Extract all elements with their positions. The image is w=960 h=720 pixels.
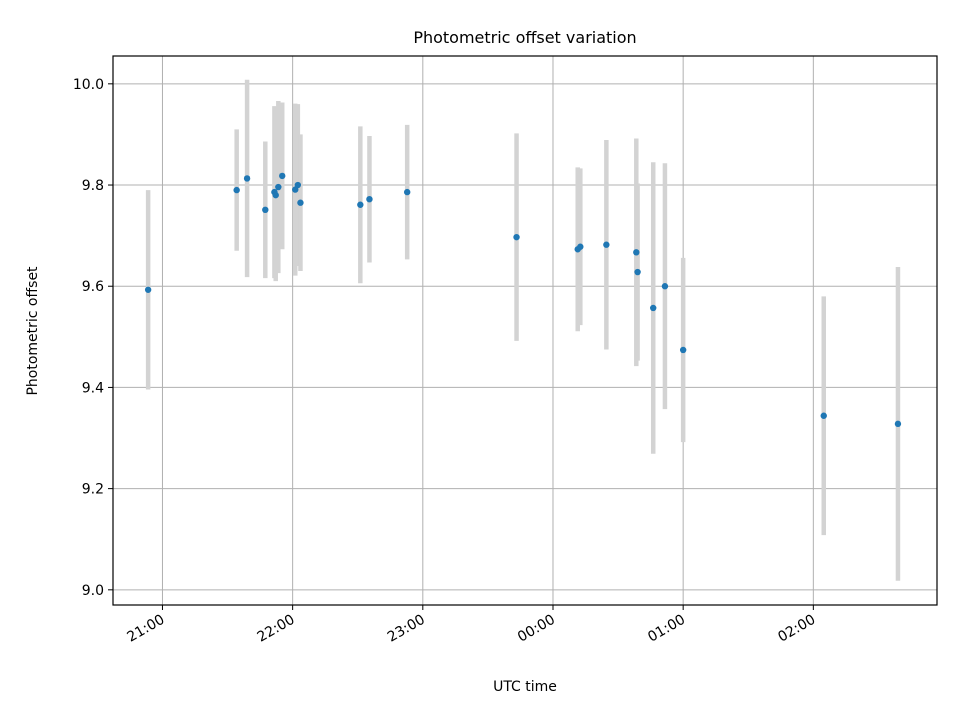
y-tick-label: 9.2: [82, 482, 104, 498]
data-points: [144, 172, 902, 428]
data-point: [603, 241, 610, 248]
data-point: [279, 172, 286, 180]
data-point: [820, 412, 827, 419]
data-point: [650, 304, 657, 312]
x-tick-label: 00:00: [515, 612, 558, 646]
data-point: [357, 201, 364, 208]
x-tick-label: 22:00: [255, 612, 298, 646]
data-point: [633, 249, 640, 256]
x-tick-label: 21:00: [125, 612, 168, 646]
data-point: [275, 183, 282, 191]
data-point: [403, 188, 411, 196]
y-tick-label: 10.0: [73, 77, 104, 93]
x-tick-label: 01:00: [645, 612, 688, 646]
x-tick-label: 23:00: [385, 612, 428, 646]
y-axis-ticks: 9.0 9.2 9.4 9.6 9.8 10.0: [73, 77, 113, 599]
data-point: [679, 346, 687, 354]
plot-frame: [112, 55, 938, 606]
error-bars: [145, 79, 901, 581]
x-axis-ticks: 21:00 22:00 23:00 00:00 01:00 02:00: [125, 605, 818, 646]
data-point: [513, 233, 520, 241]
chart-title: Photometric offset variation: [413, 28, 636, 47]
data-point: [243, 175, 251, 182]
y-tick-label: 9.8: [82, 178, 104, 194]
data-point: [233, 186, 240, 194]
y-tick-label: 9.6: [82, 279, 104, 295]
data-point: [297, 199, 304, 206]
y-tick-label: 9.4: [82, 380, 104, 396]
data-point: [294, 181, 302, 189]
y-tick-label: 9.0: [82, 583, 104, 599]
data-point: [661, 283, 669, 290]
x-tick-label: 02:00: [775, 612, 818, 646]
y-axis-label: Photometric offset: [25, 266, 41, 396]
data-point: [366, 195, 373, 203]
data-point: [262, 206, 269, 214]
data-point: [144, 286, 152, 293]
data-point: [577, 243, 584, 250]
x-axis-label: UTC time: [493, 679, 557, 695]
data-point: [272, 191, 279, 199]
data-point: [634, 268, 641, 276]
data-point: [894, 420, 902, 428]
